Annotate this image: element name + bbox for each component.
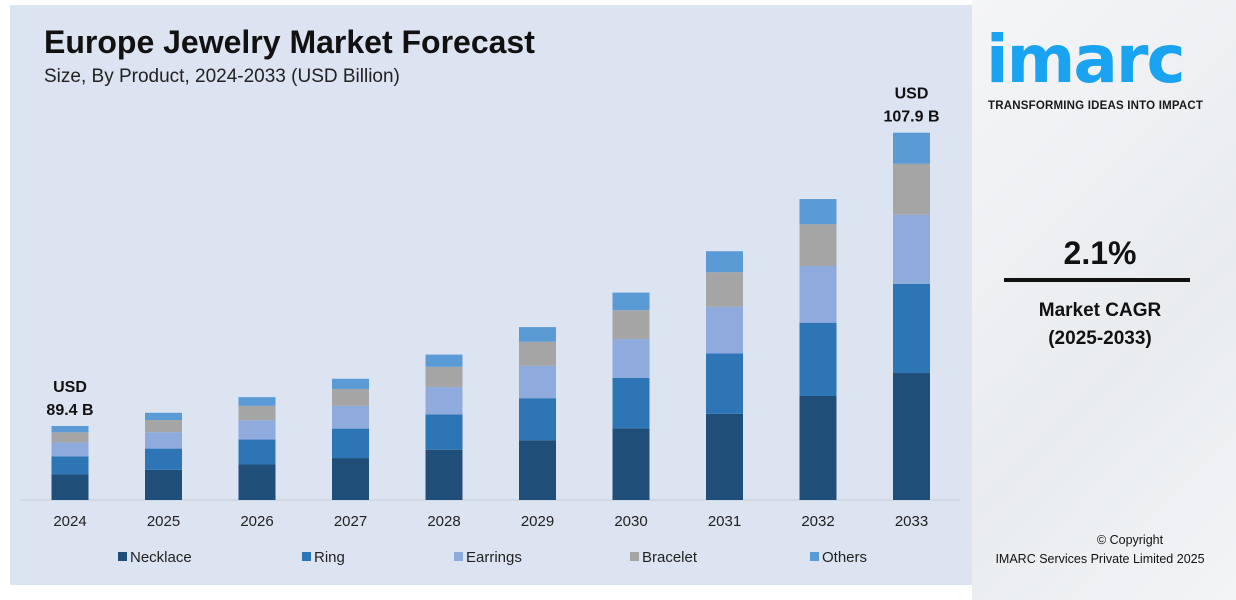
bar-segment-necklace-2031	[706, 413, 743, 500]
bar-segment-others-2031	[706, 251, 743, 273]
stacked-bar-chart: 2024 USD 89.4 B 2025 2026 2027 2028 2029 2030 203…	[20, 86, 960, 566]
bar-segment-ring-2026	[238, 439, 276, 465]
bar-segment-necklace-2029	[519, 440, 556, 500]
bar-segment-bracelet-2031	[706, 272, 743, 307]
bar-segment-bracelet-2025	[145, 420, 182, 433]
legend-swatch-ring	[302, 552, 311, 561]
bar-segment-earrings-2025	[145, 432, 182, 449]
bar-segment-ring-2030	[612, 377, 650, 429]
x-tick-label: 2028	[427, 513, 460, 530]
chart-panel: Europe Jewelry Market Forecast Size, By …	[10, 5, 972, 585]
bar-segment-earrings-2030	[612, 339, 650, 378]
copyright: © Copyright IMARC Services Private Limit…	[972, 531, 1228, 569]
bar-segment-earrings-2032	[799, 266, 837, 323]
bar-segment-necklace-2028	[425, 449, 463, 500]
x-tick-label: 2026	[240, 513, 273, 530]
bar-segment-earrings-2029	[519, 365, 556, 399]
bar-segment-others-2030	[612, 292, 650, 311]
bar-segment-earrings-2033	[893, 214, 930, 284]
legend-label-others: Others	[822, 549, 867, 566]
x-tick-label: 2025	[147, 513, 180, 530]
bar-segment-earrings-2031	[706, 306, 743, 354]
brand-tagline: TRANSFORMING IDEAS INTO IMPACT	[988, 100, 1204, 112]
bar-segment-necklace-2025	[145, 469, 182, 500]
bar-segment-others-2026	[238, 397, 276, 406]
bar-segment-ring-2032	[799, 322, 837, 396]
x-tick-label: 2033	[895, 513, 928, 530]
bar-segment-bracelet-2026	[238, 405, 276, 421]
bar-segment-others-2029	[519, 327, 556, 342]
x-tick-label: 2031	[708, 513, 741, 530]
x-tick-label: 2032	[801, 513, 834, 530]
x-tick-label: 2030	[614, 513, 647, 530]
chart-title: Europe Jewelry Market Forecast	[44, 24, 535, 60]
bar-segment-necklace-2030	[612, 428, 650, 500]
legend-label-bracelet: Bracelet	[642, 549, 698, 566]
cagr-divider	[1004, 278, 1190, 282]
bar-segment-necklace-2027	[332, 458, 369, 500]
bar-segment-necklace-2024	[51, 474, 89, 500]
bar-segment-necklace-2026	[238, 464, 276, 500]
legend-label-necklace: Necklace	[130, 549, 192, 566]
bar-segment-ring-2028	[425, 414, 463, 450]
bar-segment-ring-2031	[706, 353, 743, 414]
bar-segment-necklace-2032	[799, 395, 837, 500]
x-tick-label: 2024	[53, 513, 86, 530]
bar-segment-others-2024	[51, 426, 89, 433]
legend-swatch-others	[810, 552, 819, 561]
bar-segment-others-2032	[799, 199, 837, 225]
bar-segment-others-2033	[893, 132, 930, 164]
chart-subtitle: Size, By Product, 2024-2033 (USD Billion…	[44, 66, 400, 87]
bar-segment-bracelet-2032	[799, 224, 837, 267]
bar-segment-bracelet-2029	[519, 341, 556, 366]
bar-segment-bracelet-2030	[612, 310, 650, 340]
bar-segment-bracelet-2024	[51, 432, 89, 443]
bar-segment-necklace-2033	[893, 373, 930, 500]
bar-segment-earrings-2024	[51, 442, 89, 457]
bar-segment-ring-2024	[51, 456, 89, 475]
total-label-value: 107.9 B	[883, 109, 939, 126]
imarc-logo: imarc	[986, 21, 1186, 98]
bar-segment-ring-2029	[519, 398, 556, 441]
legend-swatch-necklace	[118, 552, 127, 561]
bar-segment-earrings-2026	[238, 420, 276, 440]
bar-segment-bracelet-2027	[332, 388, 369, 406]
bar-segment-ring-2033	[893, 283, 930, 374]
cagr-label-line1: Market CAGR	[1038, 300, 1162, 321]
bar-segment-others-2027	[332, 378, 369, 389]
legend-label-earrings: Earrings	[466, 549, 522, 566]
bar-segment-bracelet-2028	[425, 366, 463, 388]
bar-segment-earrings-2028	[425, 387, 463, 415]
x-tick-label: 2027	[334, 513, 367, 530]
legend-swatch-earrings	[454, 552, 463, 561]
bar-segment-bracelet-2033	[893, 163, 930, 215]
bar-segment-ring-2025	[145, 448, 182, 470]
cagr-label-line2: (2025-2033)	[1048, 328, 1152, 349]
total-label-currency: USD	[895, 86, 929, 103]
cagr-value: 2.1%	[1063, 235, 1137, 271]
cagr-label: Market CAGR (2025-2033)	[972, 297, 1228, 353]
bar-segment-ring-2027	[332, 428, 369, 459]
x-tick-label: 2029	[521, 513, 554, 530]
bar-segment-others-2028	[425, 354, 463, 367]
copyright-line1: © Copyright	[1096, 533, 1164, 547]
legend-label-ring: Ring	[314, 549, 345, 566]
info-panel: imarc TRANSFORMING IDEAS INTO IMPACT 2.1…	[972, 0, 1236, 600]
copyright-line2: IMARC Services Private Limited 2025	[995, 552, 1205, 566]
total-label-currency: USD	[53, 379, 87, 396]
total-label-value: 89.4 B	[46, 402, 93, 419]
bar-segment-earrings-2027	[332, 405, 369, 429]
bar-segment-others-2025	[145, 412, 182, 421]
legend-swatch-bracelet	[630, 552, 639, 561]
